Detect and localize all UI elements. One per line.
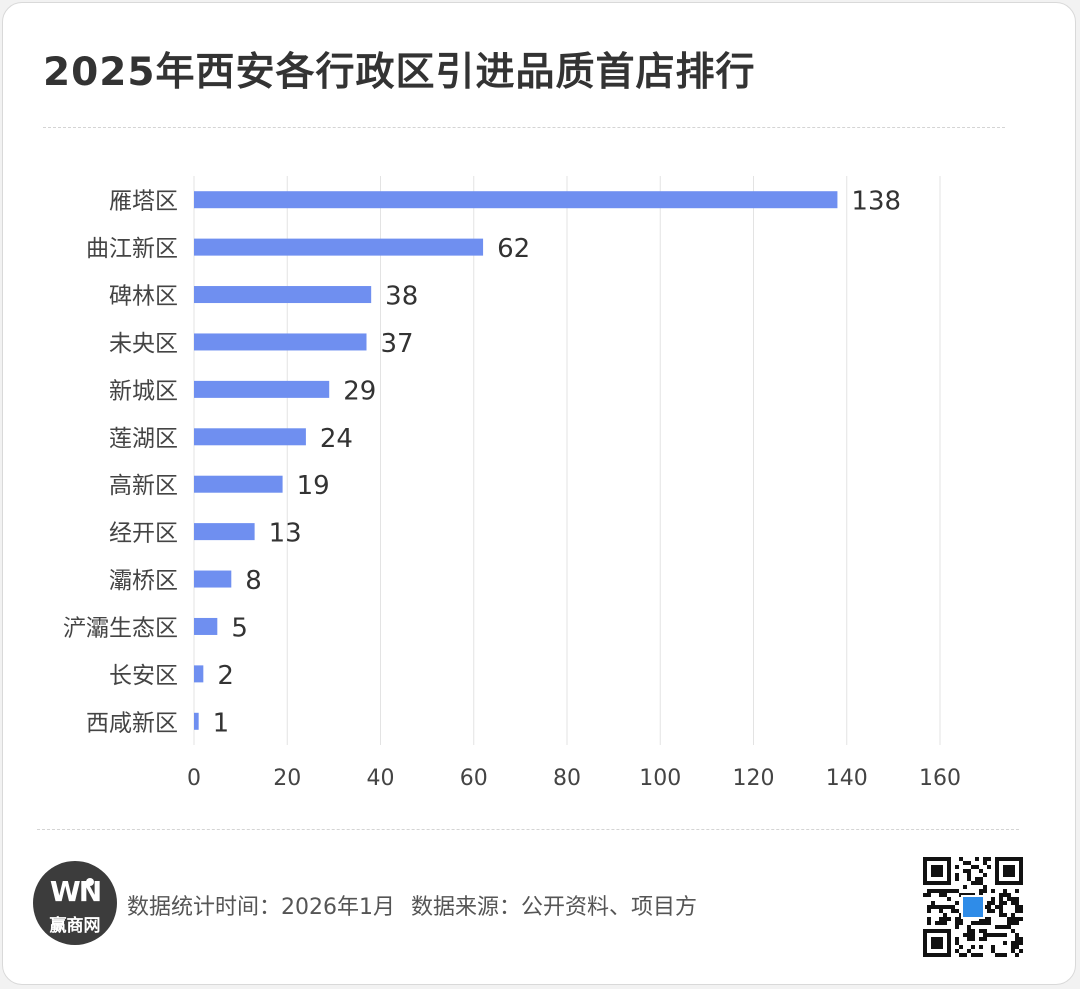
bar xyxy=(194,428,306,446)
x-tick-label: 20 xyxy=(273,766,301,791)
data-label: 19 xyxy=(297,471,330,501)
bar xyxy=(194,665,204,683)
category-label: 未央区 xyxy=(109,331,178,357)
category-label: 雁塔区 xyxy=(109,189,178,215)
category-label: 高新区 xyxy=(109,473,178,499)
category-label: 灞桥区 xyxy=(109,568,178,594)
data-label: 38 xyxy=(385,282,418,312)
data-label: 29 xyxy=(343,376,376,406)
bar xyxy=(194,238,484,256)
footer-divider xyxy=(37,829,1019,830)
data-label: 24 xyxy=(320,424,353,454)
category-label: 曲江新区 xyxy=(86,236,178,262)
bar xyxy=(194,617,218,635)
logo-dot-icon xyxy=(86,878,94,886)
data-label: 62 xyxy=(497,234,530,264)
category-label: 浐灞生态区 xyxy=(63,615,178,641)
category-label: 莲湖区 xyxy=(109,426,178,452)
x-tick-label: 160 xyxy=(919,766,961,791)
bar xyxy=(194,286,372,304)
logo-mark: WN xyxy=(49,875,102,908)
category-label: 碑林区 xyxy=(109,284,178,310)
category-label: 新城区 xyxy=(109,378,178,404)
bar xyxy=(194,712,199,730)
bar xyxy=(194,380,330,398)
x-tick-label: 120 xyxy=(733,766,775,791)
bar-chart: 0 20 40 60 80 100 120 140 160 雁塔区 138 曲江新区 62 碑林区 38 未央… xyxy=(63,176,961,791)
data-label: 2 xyxy=(217,661,234,691)
data-label: 5 xyxy=(231,613,248,643)
category-label: 经开区 xyxy=(109,521,178,547)
bar xyxy=(194,475,283,493)
category-label: 长安区 xyxy=(109,663,178,689)
bar xyxy=(194,523,255,541)
x-tick-label: 40 xyxy=(367,766,395,791)
x-tick-label: 80 xyxy=(553,766,581,791)
x-tick-label: 60 xyxy=(460,766,488,791)
data-label: 1 xyxy=(213,708,230,738)
x-tick-label: 0 xyxy=(187,766,201,791)
bar xyxy=(194,191,838,209)
title-divider xyxy=(43,127,1005,128)
chart-title: 2025年西安各行政区引进品质首店排行 xyxy=(43,50,756,95)
data-label: 138 xyxy=(851,187,901,217)
data-label: 13 xyxy=(269,519,302,549)
footer-note: 数据统计时间：2026年1月 数据来源：公开资料、项目方 xyxy=(127,889,713,921)
winshang-logo: WN 赢商网 xyxy=(33,861,117,945)
data-source: 数据来源：公开资料、项目方 xyxy=(411,895,698,920)
qr-code-icon[interactable] xyxy=(923,857,1023,957)
data-label: 37 xyxy=(381,329,414,359)
x-tick-label: 100 xyxy=(639,766,681,791)
logo-name: 赢商网 xyxy=(49,916,101,936)
bar xyxy=(194,333,367,351)
data-label: 8 xyxy=(245,566,262,596)
qr-center-logo xyxy=(963,897,983,917)
bar xyxy=(194,570,232,588)
stat-time: 数据统计时间：2026年1月 xyxy=(127,895,395,920)
x-tick-label: 140 xyxy=(826,766,868,791)
category-label: 西咸新区 xyxy=(86,710,178,736)
